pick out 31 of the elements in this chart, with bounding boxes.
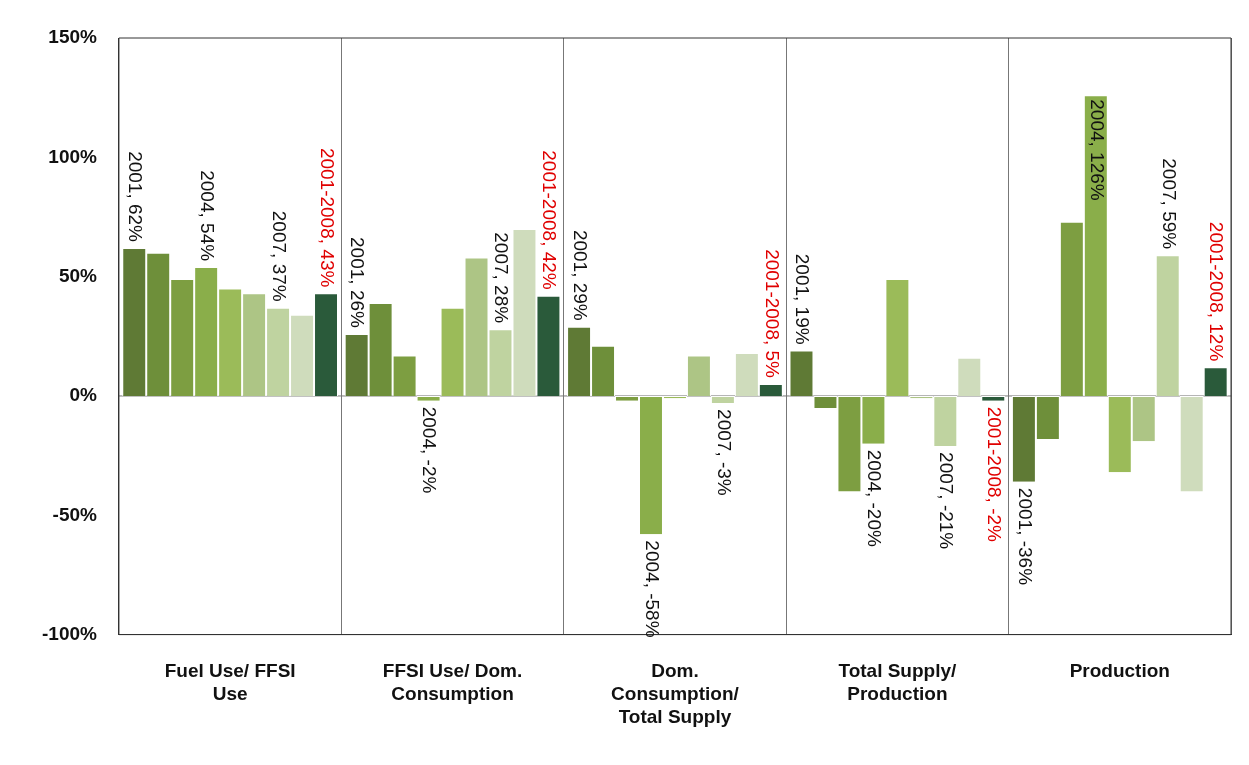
- data-label: 2001-2008, 42%: [539, 150, 561, 290]
- data-label: 2001-2008, 43%: [316, 147, 338, 288]
- data-label: 2007, 59%: [1158, 158, 1180, 250]
- data-label: 2001, -36%: [1014, 487, 1036, 586]
- data-label: 2001, 19%: [792, 253, 814, 345]
- x-tick-label: Fuel Use/ FFSI Use: [164, 660, 296, 705]
- y-tick-label: -100%: [42, 622, 98, 644]
- y-tick-label: -50%: [52, 503, 98, 525]
- data-label: 2004, 126%: [1086, 99, 1108, 201]
- data-label: 2004, 54%: [196, 170, 218, 262]
- x-tick-label: Total Supply/ Production: [838, 660, 958, 705]
- data-label: 2004, -58%: [641, 540, 663, 638]
- data-label: 2007, -21%: [936, 452, 958, 550]
- data-label: 2004, -20%: [864, 449, 886, 547]
- data-label: 2001-2008, 5%: [761, 249, 783, 379]
- y-tick-label: 150%: [48, 26, 98, 48]
- data-label: 2001, 26%: [347, 237, 369, 329]
- data-label: 2001, 29%: [569, 229, 591, 321]
- y-tick-label: 100%: [48, 145, 98, 167]
- x-tick-label: FFSI Use/ Dom. Consumption: [382, 660, 523, 705]
- x-tick-label: Dom. Consumption/ Total Supply: [611, 660, 740, 727]
- y-tick-label: 50%: [58, 264, 98, 286]
- data-label: 2007, -3%: [713, 409, 735, 496]
- data-label: 2004, -2%: [419, 406, 441, 494]
- x-tick-label: Production: [1069, 660, 1170, 682]
- y-tick-label: 0%: [69, 384, 98, 406]
- data-label: 2007, 28%: [491, 232, 513, 324]
- data-label: 2007, 37%: [268, 210, 290, 302]
- data-label: 2001-2008, -2%: [984, 406, 1006, 543]
- data-label: 2001-2008, 12%: [1206, 221, 1228, 362]
- data-label: 2001, 62%: [125, 151, 147, 243]
